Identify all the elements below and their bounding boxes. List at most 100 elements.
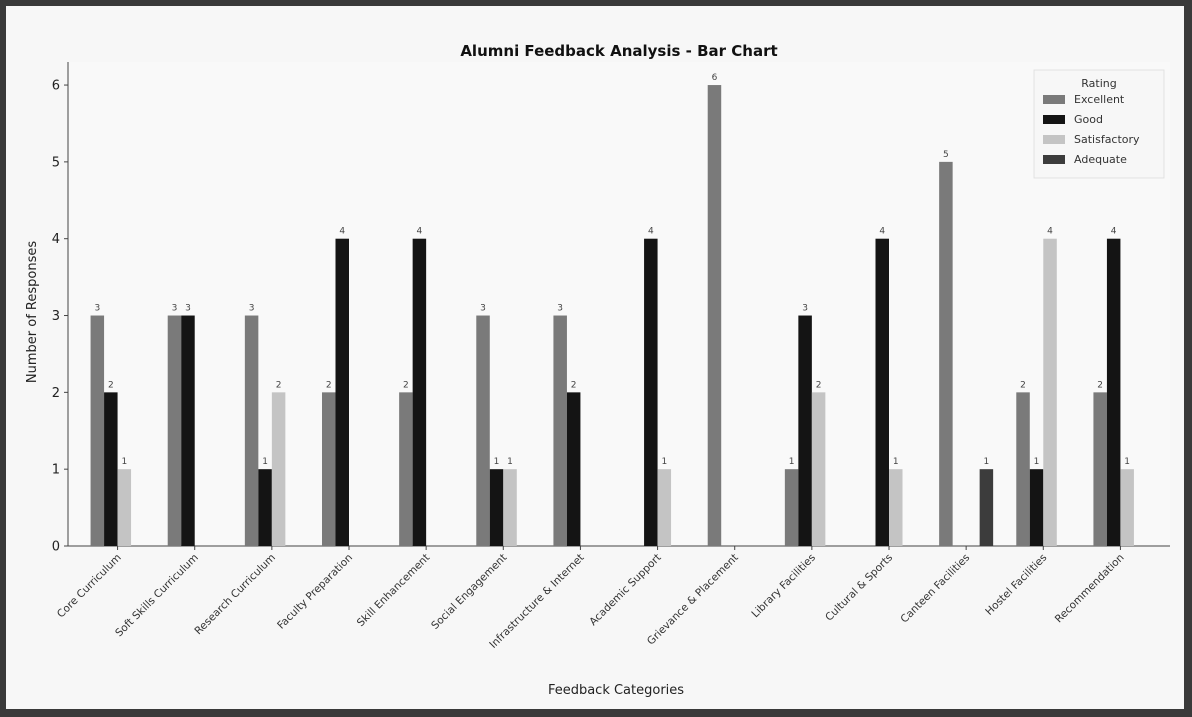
bar-value-label: 4 bbox=[1111, 227, 1117, 237]
y-tick-label: 2 bbox=[52, 386, 60, 401]
legend-title: Rating bbox=[1081, 77, 1116, 90]
bar-value-label: 4 bbox=[879, 227, 885, 237]
legend-swatch bbox=[1043, 115, 1065, 124]
bar bbox=[1043, 238, 1057, 546]
bar bbox=[412, 238, 427, 546]
y-tick-label: 3 bbox=[52, 309, 60, 324]
x-tick-label: Canteen Facilities bbox=[898, 552, 972, 626]
x-tick-label: Library Facilities bbox=[749, 552, 818, 621]
bar bbox=[90, 315, 105, 546]
y-tick-label: 0 bbox=[52, 540, 60, 555]
x-tick-label: Skill Enhancement bbox=[355, 552, 432, 629]
chart-title: Alumni Feedback Analysis - Bar Chart bbox=[460, 42, 777, 60]
bar bbox=[979, 469, 994, 546]
bar bbox=[335, 238, 349, 546]
legend-swatch bbox=[1043, 95, 1065, 104]
bar bbox=[476, 315, 490, 546]
bar-value-label: 2 bbox=[276, 380, 282, 390]
y-tick-label: 1 bbox=[52, 463, 60, 478]
bar-value-label: 3 bbox=[185, 304, 191, 314]
bar bbox=[798, 315, 812, 546]
legend-swatch bbox=[1043, 155, 1065, 164]
y-tick-label: 5 bbox=[52, 155, 60, 170]
x-tick-label: Hostel Facilities bbox=[983, 552, 1049, 618]
legend: Rating Excellent Good Satisfactory Adequate bbox=[1033, 69, 1165, 179]
y-axis: 0 1 2 3 4 5 6 bbox=[52, 62, 69, 555]
bar bbox=[657, 469, 672, 546]
bar-value-label: 2 bbox=[1020, 380, 1026, 390]
bar-value-label: 2 bbox=[326, 380, 332, 390]
bar bbox=[811, 392, 826, 546]
bar bbox=[104, 392, 118, 546]
bar-value-label: 6 bbox=[712, 73, 718, 83]
bar-value-label: 1 bbox=[1124, 457, 1130, 467]
bar-value-label: 1 bbox=[984, 457, 990, 467]
y-tick-label: 6 bbox=[52, 79, 60, 94]
bar-value-label: 3 bbox=[557, 304, 563, 314]
x-tick-label: Faculty Preparation bbox=[275, 552, 355, 632]
x-tick-label: Recommendation bbox=[1053, 552, 1127, 626]
bar bbox=[167, 315, 182, 546]
bar-value-label: 1 bbox=[494, 457, 500, 467]
legend-label: Excellent bbox=[1074, 93, 1125, 106]
bar-value-label: 2 bbox=[108, 380, 114, 390]
bar-value-label: 3 bbox=[249, 304, 255, 314]
bar bbox=[117, 469, 132, 546]
x-tick-label: Grievance & Placement bbox=[645, 552, 741, 648]
bar-value-label: 3 bbox=[480, 304, 486, 314]
x-tick-label: Research Curriculum bbox=[192, 552, 278, 638]
bar bbox=[784, 469, 799, 546]
x-tick-label: Academic Support bbox=[587, 552, 663, 628]
bar bbox=[503, 469, 517, 546]
plot-area bbox=[68, 62, 1170, 546]
bar-value-label: 1 bbox=[661, 457, 667, 467]
bar bbox=[399, 392, 413, 546]
bar-value-label: 4 bbox=[648, 227, 654, 237]
bar bbox=[644, 238, 658, 546]
bar bbox=[1029, 469, 1044, 546]
bar-value-label: 3 bbox=[802, 304, 808, 314]
bar bbox=[489, 469, 504, 546]
bar bbox=[271, 392, 286, 546]
chart-frame: Alumni Feedback Analysis - Bar Chart Num… bbox=[6, 6, 1184, 709]
bar bbox=[566, 392, 581, 546]
bar-value-label: 2 bbox=[571, 380, 577, 390]
bar-value-label: 1 bbox=[1034, 457, 1040, 467]
bar bbox=[322, 392, 336, 546]
legend-items: Excellent Good Satisfactory Adequate bbox=[1043, 93, 1140, 166]
bar-chart: Alumni Feedback Analysis - Bar Chart Num… bbox=[25, 42, 1170, 698]
bars-group bbox=[90, 85, 1134, 547]
y-axis-title: Number of Responses bbox=[25, 241, 40, 383]
bar-value-label: 1 bbox=[121, 457, 127, 467]
bar bbox=[258, 469, 272, 546]
bar bbox=[553, 315, 567, 546]
legend-swatch bbox=[1043, 135, 1065, 144]
bar-value-label: 2 bbox=[403, 380, 409, 390]
bar bbox=[244, 315, 259, 546]
bar bbox=[1093, 392, 1107, 546]
bar-value-label: 5 bbox=[943, 150, 949, 160]
x-tick-label: Soft Skills Curriculum bbox=[113, 552, 201, 640]
legend-label: Adequate bbox=[1074, 153, 1127, 166]
bar-value-label: 1 bbox=[789, 457, 795, 467]
legend-label: Satisfactory bbox=[1074, 133, 1140, 146]
bar bbox=[181, 315, 195, 546]
bar bbox=[875, 238, 889, 546]
y-tick-label: 4 bbox=[52, 232, 60, 247]
bar bbox=[1120, 469, 1134, 546]
bar bbox=[939, 161, 953, 546]
x-tick-label: Social Engagement bbox=[429, 552, 509, 632]
bar-value-label: 4 bbox=[339, 227, 345, 237]
bar-value-label: 2 bbox=[1097, 380, 1103, 390]
bar-value-label: 1 bbox=[262, 457, 268, 467]
x-axis-title: Feedback Categories bbox=[548, 683, 684, 698]
bar bbox=[707, 85, 722, 547]
bar bbox=[1106, 238, 1121, 546]
legend-label: Good bbox=[1074, 113, 1103, 126]
bar-value-label: 3 bbox=[172, 304, 178, 314]
x-tick-label: Core Curriculum bbox=[55, 552, 124, 621]
bar bbox=[1016, 392, 1030, 546]
bar-value-label: 4 bbox=[1047, 227, 1053, 237]
